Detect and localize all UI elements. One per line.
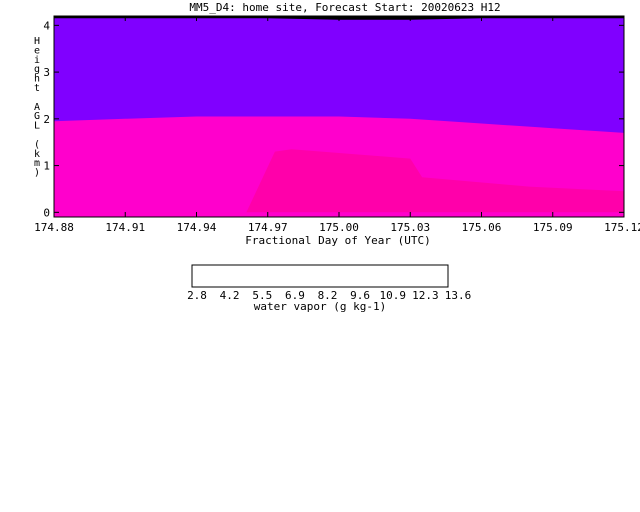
colorbar-tick-label: 10.9 [380, 289, 407, 302]
x-tick-label: 175.09 [533, 221, 573, 234]
colorbar-tick-label: 6.9 [285, 289, 305, 302]
y-tick-label: 4 [43, 19, 50, 32]
colorbar-frame [191, 264, 449, 288]
x-tick-label: 174.97 [248, 221, 288, 234]
colorbar-tick-label: 8.2 [318, 289, 338, 302]
colorbar-tick-label: 9.6 [350, 289, 370, 302]
y-tick-label: 2 [43, 113, 50, 126]
y-axis-ticks: 0 1 2 3 4 [43, 19, 624, 219]
band-below-12.3 [54, 16, 624, 133]
x-tick-label: 175.00 [319, 221, 359, 234]
chart-title: MM5_D4: home site, Forecast Start: 20020… [189, 1, 500, 14]
x-tick-label: 174.91 [105, 221, 145, 234]
x-axis-ticks: 174.88 174.91 174.94 174.97 175.00 175.03 175.… [34, 16, 640, 234]
colorbar-tick-label: 4.2 [220, 289, 240, 302]
x-axis-label: Fractional Day of Year (UTC) [245, 234, 430, 247]
y-tick-label: 1 [43, 160, 50, 173]
colorbar-tick-label: 5.5 [252, 289, 272, 302]
y-tick-label: 0 [43, 206, 50, 219]
colorbar-legend: 2.8 4.2 5.5 6.9 8.2 9.6 10.9 12.3 13.6 [187, 264, 472, 302]
max-moisture-region [246, 149, 624, 213]
colorbar-label: water vapor (g kg-1) [254, 300, 386, 313]
colorbar-tick-label: 13.6 [445, 289, 472, 302]
colorbar-tick-label: 12.3 [412, 289, 439, 302]
x-tick-label: 174.88 [34, 221, 74, 234]
x-tick-label: 175.03 [390, 221, 430, 234]
y-tick-label: 3 [43, 66, 50, 79]
colorbar-tick-label: 2.8 [187, 289, 207, 302]
plot-area [53, 15, 625, 218]
x-tick-label: 174.94 [177, 221, 217, 234]
x-tick-label: 175.06 [462, 221, 502, 234]
x-tick-label: 175.12 [604, 221, 640, 234]
